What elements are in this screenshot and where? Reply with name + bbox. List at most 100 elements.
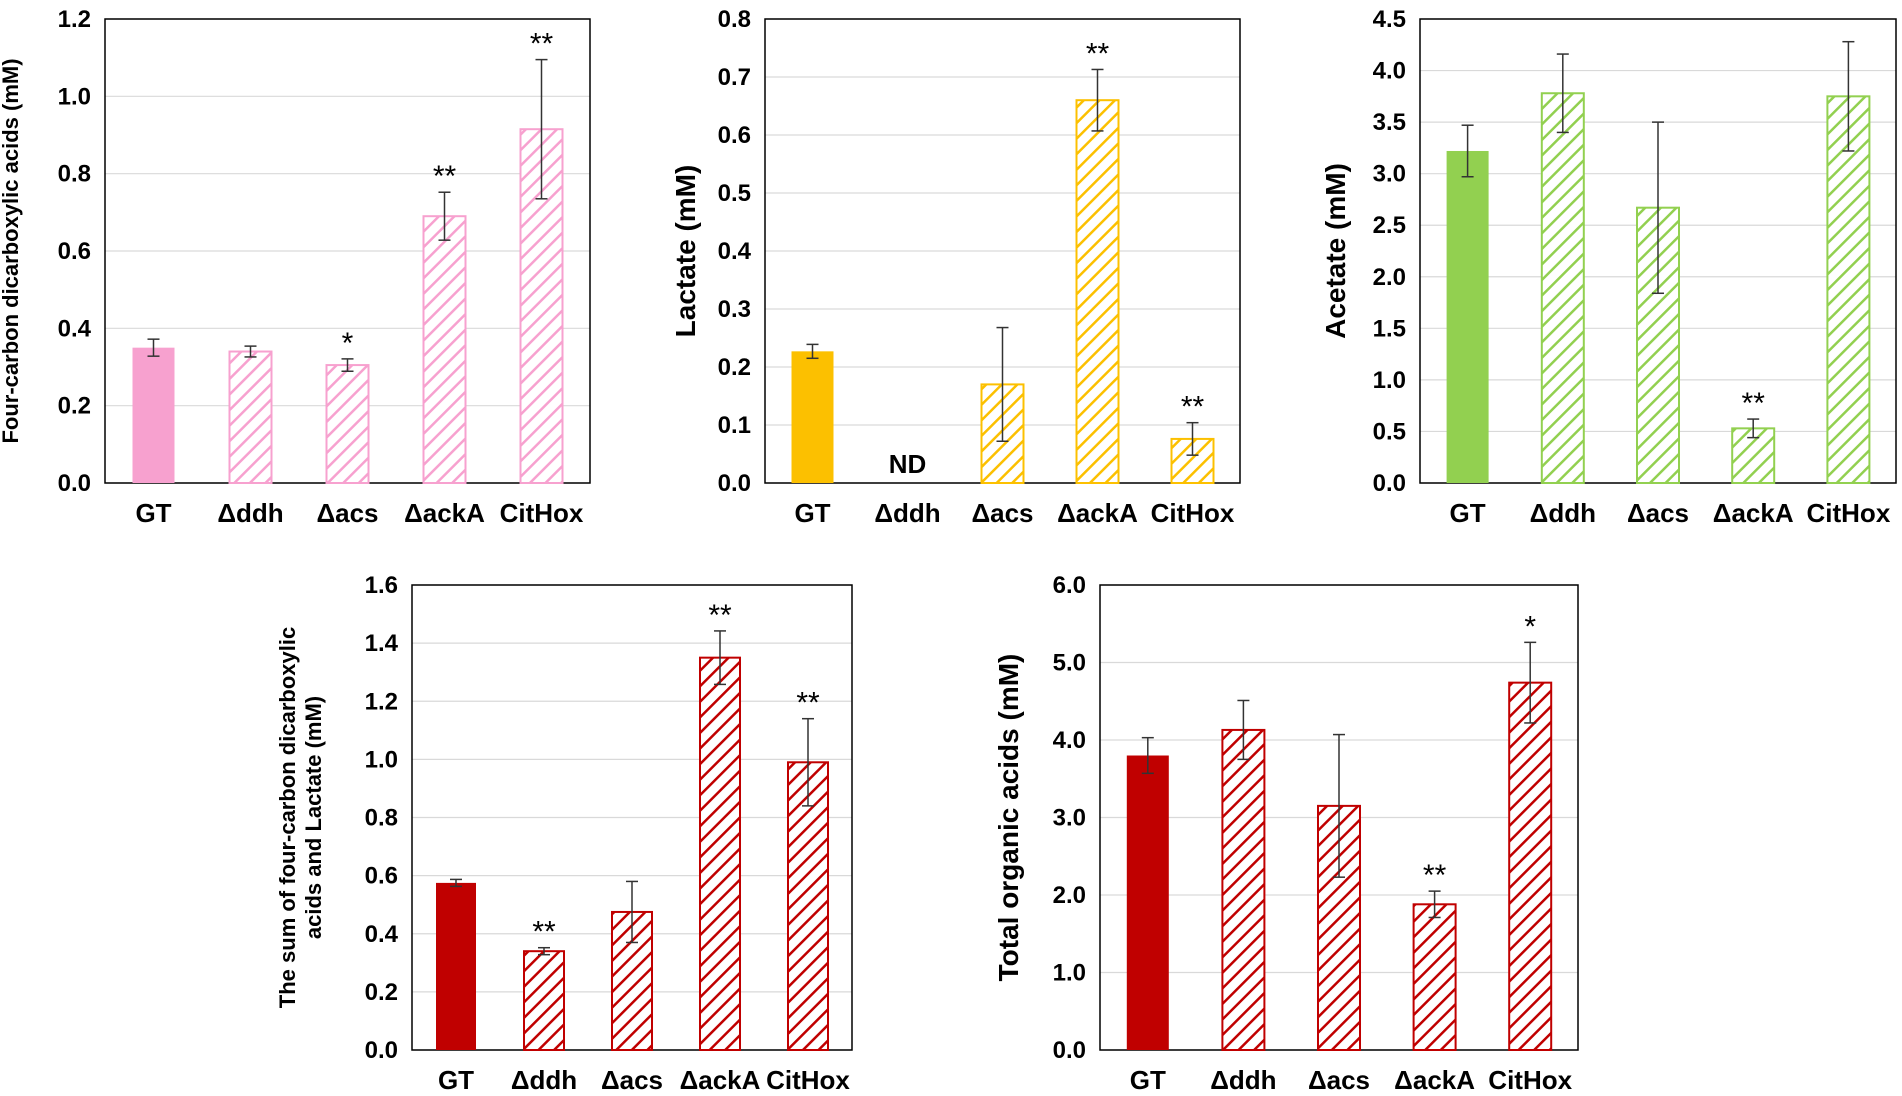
x-category-label: GT [1450,498,1486,528]
y-tick-label: 2.0 [1373,264,1406,291]
x-category-label: ΔackA [1394,1065,1475,1095]
y-tick-label: 3.0 [1053,805,1086,832]
y-tick-label: 4.5 [1373,6,1406,33]
y-tick-label: 0.1 [718,412,751,439]
bar-CitHox [787,761,829,1051]
x-category-label: GT [438,1065,474,1095]
y-tick-label: 3.5 [1373,109,1406,136]
y-tick-label: 5.0 [1053,650,1086,677]
y-tick-label: 0.6 [718,122,751,149]
x-category-label: Δddh [874,498,940,528]
y-axis-title: acids and Lactate (mM) [301,696,326,939]
y-tick-label: 3.0 [1373,161,1406,188]
x-category-label: Δddh [511,1065,577,1095]
bar-Δddh [523,950,565,1051]
x-category-label: Δacs [316,498,378,528]
y-tick-label: 0.3 [718,296,751,323]
y-tick-label: 1.0 [365,746,398,773]
bar-GT [436,882,476,1050]
x-category-label: Δacs [1308,1065,1370,1095]
y-tick-label: 4.0 [1373,58,1406,85]
x-category-label: GT [794,498,830,528]
x-category-label: CitHox [1807,498,1891,528]
bar-GT [132,347,175,483]
y-tick-label: 0.7 [718,64,751,91]
y-tick-label: 1.4 [365,630,399,657]
not-detected-label: ND [889,449,927,479]
significance-label: ** [530,28,554,61]
y-tick-label: 0.6 [58,238,91,265]
x-category-label: GT [135,498,171,528]
bar-Δacs [611,910,653,1051]
bar-CitHox [1508,681,1553,1052]
y-tick-label: 0.0 [365,1037,398,1064]
y-tick-label: 0.4 [58,315,92,342]
chart-panel-4: 0.0 0.2 0.4 0.6 0.8 1.0 1.2 1.4 1.6 The sum of fo… [275,572,853,1095]
x-category-label: ΔackA [1713,498,1794,528]
bar-Δacs [325,364,370,485]
significance-label: ** [708,599,732,632]
x-category-label: Δddh [1530,498,1596,528]
y-tick-label: 0.4 [718,238,752,265]
significance-label: ** [1086,37,1110,70]
y-tick-label: 0.2 [718,354,751,381]
y-tick-label: 0.5 [718,180,751,207]
bar-ΔackA [699,656,741,1051]
bar-GT [1126,755,1169,1050]
x-category-label: CitHox [500,498,584,528]
bar-ΔackA [1075,99,1120,484]
x-category-label: Δacs [601,1065,663,1095]
y-tick-label: 0.8 [365,805,398,832]
x-category-label: ΔackA [1057,498,1138,528]
bar-GT [1446,150,1489,483]
y-tick-label: 6.0 [1053,572,1086,599]
x-category-label: Δacs [1627,498,1689,528]
y-tick-label: 1.6 [365,572,398,599]
y-tick-label: 0.4 [365,921,399,948]
significance-label: ** [1423,859,1447,892]
bar-CitHox [1826,95,1871,484]
significance-label: ** [1742,387,1766,420]
y-axis-title: Four-carbon dicarboxylic acids (mM) [0,58,23,443]
x-category-label: Δddh [217,498,283,528]
y-tick-label: 1.0 [1053,960,1086,987]
x-category-label: Δddh [1210,1065,1276,1095]
y-tick-label: 4.0 [1053,727,1086,754]
y-tick-label: 1.0 [1373,367,1406,394]
bar-Δddh [1540,92,1585,485]
chart-panel-2: 0.0 0.1 0.2 0.3 0.4 0.5 0.6 0.7 0.8 Lactate (mM) G… [670,6,1241,528]
significance-label: ** [796,687,820,720]
y-axis-title: Total organic acids (mM) [993,654,1024,982]
bar-Δddh [1221,728,1266,1051]
y-tick-label: 0.2 [365,979,398,1006]
significance-label: ** [1181,391,1205,424]
y-axis-title: The sum of four-carbon dicarboxylic [275,627,300,1008]
y-tick-label: 0.6 [365,863,398,890]
y-tick-label: 2.5 [1373,212,1406,239]
bar-GT [791,351,834,483]
y-tick-label: 1.0 [58,83,91,110]
significance-label: ** [532,916,556,949]
y-tick-label: 1.2 [58,6,91,33]
y-tick-label: 0.0 [58,470,91,497]
significance-label: * [1524,610,1536,643]
y-tick-label: 1.5 [1373,315,1406,342]
x-category-label: CitHox [1151,498,1235,528]
y-tick-label: 2.0 [1053,882,1086,909]
significance-label: ** [433,160,457,193]
y-tick-label: 0.0 [718,470,751,497]
y-tick-label: 0.0 [1053,1037,1086,1064]
significance-label: * [342,327,354,360]
y-tick-label: 1.2 [365,688,398,715]
y-axis-title: Lactate (mM) [670,165,701,338]
y-axis-title: Acetate (mM) [1320,163,1351,339]
bar-ΔackA [422,215,467,484]
x-category-label: CitHox [766,1065,850,1095]
x-category-label: Δacs [971,498,1033,528]
y-tick-label: 0.8 [58,161,91,188]
chart-panel-3: 0.0 0.5 1.0 1.5 2.0 2.5 3.0 3.5 4.0 4.5 Acetate (m… [1320,6,1897,528]
y-tick-label: 0.2 [58,393,91,420]
x-category-label: GT [1130,1065,1166,1095]
chart-panel-5: 0.0 1.0 2.0 3.0 4.0 5.0 6.0 Total organic acids… [993,572,1579,1095]
